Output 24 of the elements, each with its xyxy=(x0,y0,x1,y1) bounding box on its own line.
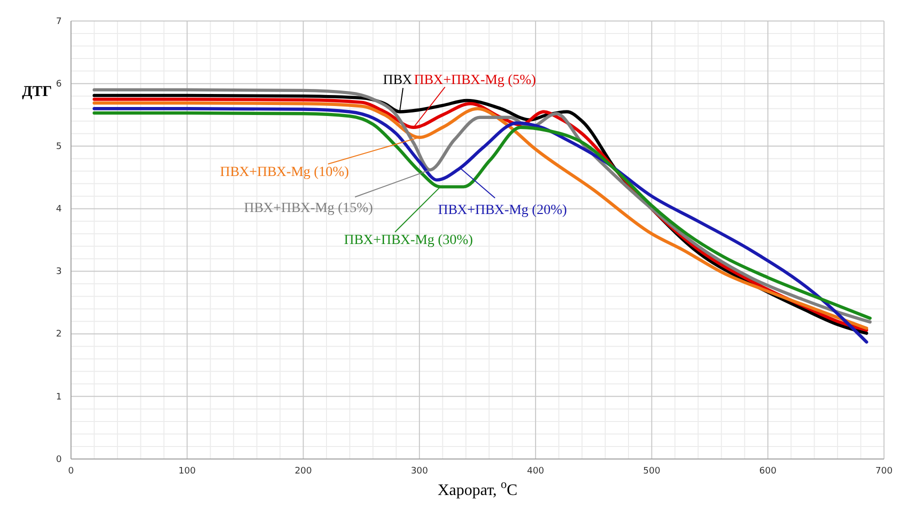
y-tick-label: 5 xyxy=(56,142,62,152)
y-tick-label: 3 xyxy=(56,267,62,278)
x-tick-label: 600 xyxy=(759,466,777,477)
y-tick-label: 0 xyxy=(56,454,62,465)
legend-label: ПВХ+ПВХ-Mg (20%) xyxy=(438,203,568,218)
x-axis-title: Харорат, $^{o}$C xyxy=(438,477,518,499)
y-tick-label: 1 xyxy=(56,392,62,402)
x-tick-label: 300 xyxy=(410,466,428,477)
x-tick-label: 100 xyxy=(178,466,196,477)
series-label: ПВХ xyxy=(383,73,412,88)
text: ПВХ+ПВХ-Mg (15%) xyxy=(244,201,374,216)
y-tick-label: 2 xyxy=(56,330,62,340)
text: ПВХ+ПВХ-Mg (30%) xyxy=(344,233,474,248)
y-tick-label: 4 xyxy=(56,204,62,215)
series-label: ПВХ+ПВХ-Mg (5%) xyxy=(414,73,536,88)
x-tick-label: 400 xyxy=(526,466,544,477)
y-tick-label: 6 xyxy=(56,79,62,90)
x-tick-label: 200 xyxy=(294,466,312,477)
text: ПВХ+ПВХ-Mg (10%) xyxy=(220,165,350,180)
y-tick-label: 7 xyxy=(56,16,62,27)
y-axis-title: ДТГ xyxy=(22,84,52,100)
x-tick-label: 700 xyxy=(875,466,893,477)
x-tick-label: 0 xyxy=(68,466,74,477)
x-tick-label: 500 xyxy=(643,466,661,477)
